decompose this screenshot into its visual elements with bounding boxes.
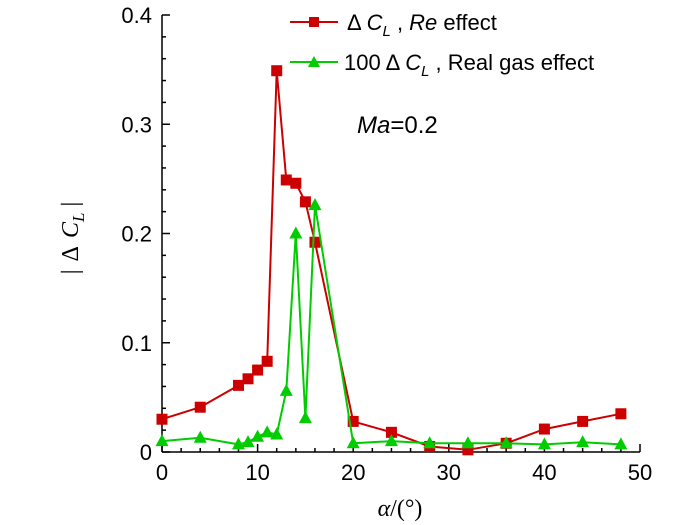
data-point-re-effect [538,423,550,435]
data-point-re-effect [290,177,302,189]
x-tick-label: 20 [341,460,365,485]
mach-annotation-symbol: Ma [357,112,390,139]
data-point-real-gas-effect [270,427,284,440]
series-line-real-gas-effect [161,204,621,446]
data-point-re-effect [280,174,292,186]
y-axis-title-sub: L [69,213,88,223]
x-tick-label: 0 [156,460,168,485]
data-point-re-effect [242,373,254,385]
data-point-re-effect [615,408,627,420]
data-point-real-gas-effect [193,430,207,443]
y-tick-label: 0.3 [121,112,152,137]
y-axis-title: | ΔCL | [58,202,88,275]
data-point-re-effect [261,355,273,367]
data-point-real-gas-effect [384,434,398,447]
data-point-real-gas-effect [423,436,437,449]
data-point-re-effect [309,236,321,248]
mach-annotation: Ma=0.2 [357,112,438,139]
legend-marker-real-gas-effect [308,56,320,67]
x-tick-label: 50 [628,460,652,485]
x-tick-label: 10 [245,460,269,485]
x-tick-label: 40 [532,460,556,485]
data-point-real-gas-effect [346,436,360,449]
data-point-real-gas-effect [298,411,312,424]
x-axis-title: α/(°) [378,496,423,522]
legend-entry-re-effect: Δ CL , Re effect [290,10,497,40]
series-layer [155,65,628,456]
legend-label-real-gas-effect: 100 Δ CL , Real gas effect [344,50,594,80]
data-point-re-effect [232,379,244,391]
data-point-real-gas-effect [537,437,551,450]
data-point-re-effect [577,415,589,427]
y-axis-title-var: C [58,221,84,238]
mach-annotation-value: =0.2 [390,112,437,139]
data-point-real-gas-effect [241,435,255,448]
data-point-re-effect [156,413,168,425]
y-tick-label: 0 [140,440,152,465]
data-point-real-gas-effect [251,429,265,442]
data-point-re-effect [271,65,283,77]
y-tick-label: 0.2 [121,222,152,247]
data-point-re-effect [347,415,359,427]
y-tick-label: 0.1 [121,331,152,356]
data-point-real-gas-effect [461,436,475,449]
legend: Δ CL , Re effect 100 Δ CL , Real gas eff… [290,10,594,80]
legend-label-re-effect: Δ CL , Re effect [347,10,497,40]
data-point-real-gas-effect [289,226,303,239]
data-point-real-gas-effect [308,198,322,211]
data-point-real-gas-effect [155,434,169,447]
x-axis-title-suffix: /(°) [390,496,422,522]
data-point-real-gas-effect [231,437,245,450]
x-axis-title-symbol: α [378,496,391,522]
data-point-real-gas-effect [614,437,628,450]
legend-marker-re-effect [309,17,319,27]
axes: 0 10 20 30 40 50 0 0.1 0.2 0.3 0.4 [121,3,652,485]
data-point-re-effect [385,426,397,438]
legend-entry-real-gas-effect: 100 Δ CL , Real gas effect [290,50,594,80]
data-point-real-gas-effect [576,435,590,448]
y-axis-title-delta: Δ [58,246,84,261]
x-tick-label: 30 [437,460,461,485]
data-point-re-effect [194,401,206,413]
y-axis-title-close: | [58,202,84,207]
y-axis-title-open: | [58,269,84,274]
data-point-re-effect [252,364,264,376]
data-point-re-effect [299,196,311,208]
data-point-real-gas-effect [499,436,513,449]
data-point-real-gas-effect [260,425,274,438]
data-point-real-gas-effect [279,383,293,396]
y-tick-label: 0.4 [121,3,152,28]
data-point-re-effect [462,444,474,456]
